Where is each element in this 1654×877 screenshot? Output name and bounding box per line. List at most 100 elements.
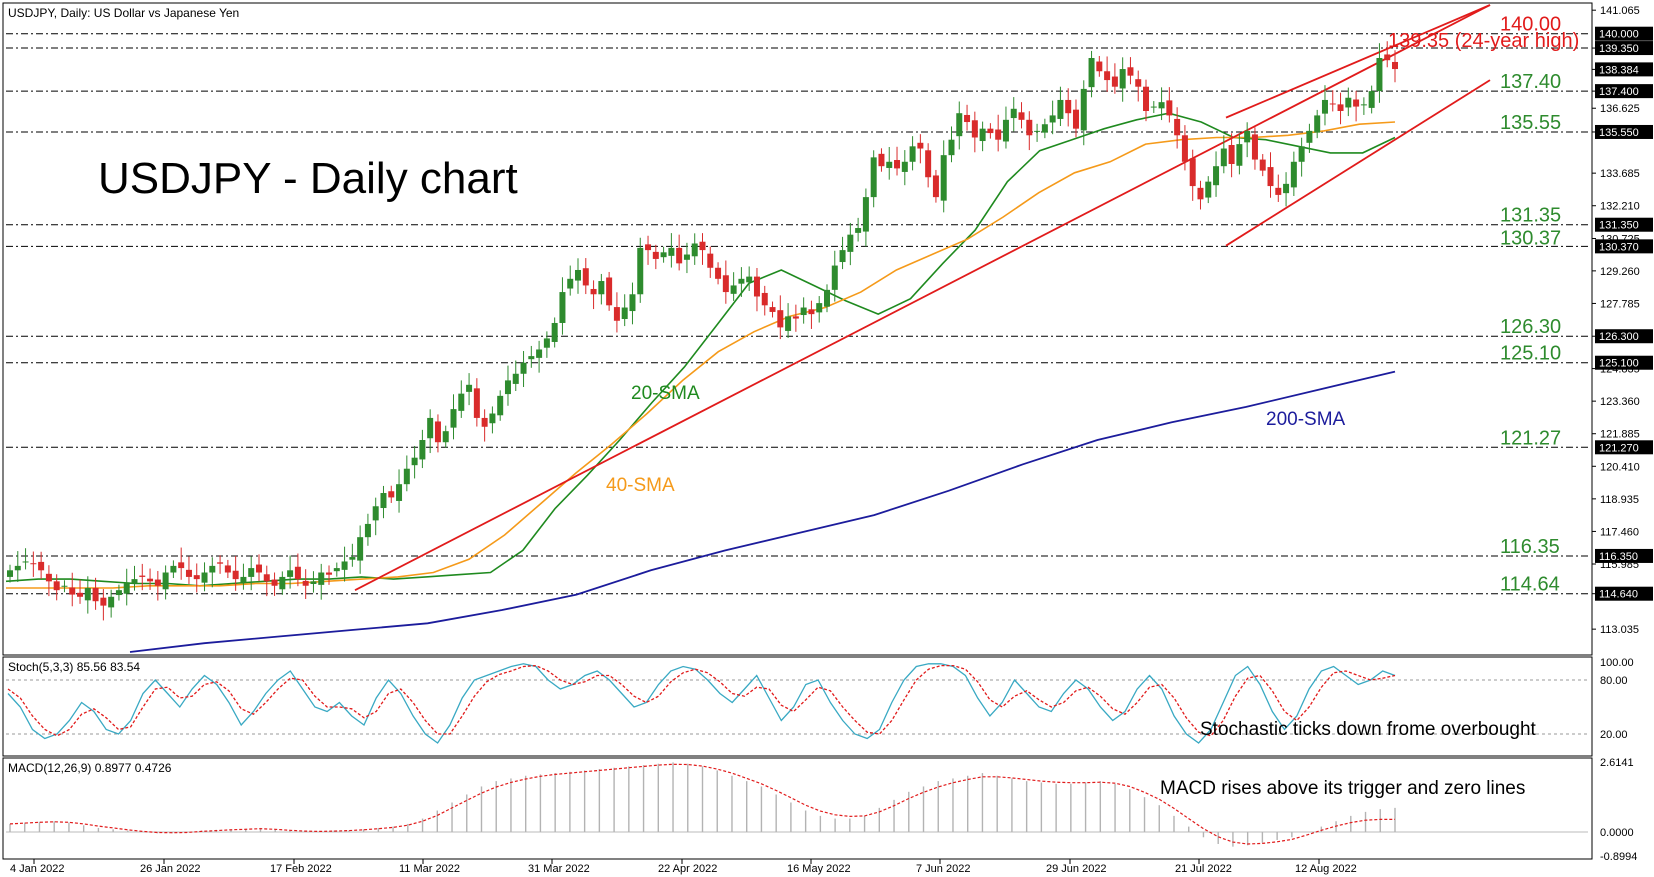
candle-body: [1104, 71, 1111, 81]
price-tick-label: 120.410: [1600, 461, 1640, 473]
candle-body: [1228, 144, 1235, 164]
level-axis-label: 139.350: [1599, 43, 1639, 55]
candle-body: [185, 569, 192, 577]
candle-body: [170, 565, 177, 573]
stoch-panel-frame: [2, 656, 1593, 757]
candle-body: [108, 596, 115, 608]
candle-body: [715, 267, 722, 279]
candle-body: [1034, 130, 1041, 132]
price-tick-label: 136.625: [1600, 103, 1640, 115]
candle-body: [232, 570, 239, 580]
candle-body: [637, 247, 644, 295]
candle-body: [100, 597, 107, 606]
price-tick-label: 129.260: [1600, 266, 1640, 278]
candle-body: [147, 578, 154, 582]
candle-body: [1353, 99, 1360, 107]
sma20-line: [5, 112, 1396, 587]
moving-averages: [5, 112, 1396, 653]
candle-body: [1150, 106, 1157, 108]
candle-body: [1360, 104, 1367, 106]
main-panel-frame: [2, 2, 1593, 656]
big-chart-title: USDJPY - Daily chart: [98, 154, 518, 203]
level-axis-label: 140.000: [1599, 29, 1639, 41]
candle-body: [302, 580, 309, 586]
stoch-tick-label: 100.00: [1600, 657, 1634, 669]
level-label: 139.35 (24-year high): [1388, 30, 1579, 52]
candle-body: [894, 160, 901, 169]
candle-body: [442, 431, 449, 443]
level-axis-box: [1595, 239, 1653, 254]
candle-body: [909, 146, 916, 162]
candle-body: [769, 307, 776, 312]
candle-body: [84, 587, 91, 601]
date-tick-label: 16 May 2022: [787, 863, 851, 875]
current-price-box: [1595, 62, 1653, 77]
level-axis-box: [1595, 124, 1653, 139]
level-axis-box: [1595, 329, 1653, 344]
candle-body: [1244, 130, 1251, 143]
candle-body: [466, 384, 473, 392]
candle-body: [1337, 104, 1344, 111]
candle-body: [294, 566, 301, 580]
price-tick-label: 117.460: [1600, 526, 1639, 538]
candle-body: [1135, 79, 1142, 87]
trendline: [354, 4, 1491, 591]
candle-body: [1251, 134, 1258, 160]
candle-body: [326, 572, 333, 575]
candle-body: [855, 228, 862, 233]
candle-body: [318, 572, 325, 585]
candle-body: [419, 440, 426, 460]
candle-body: [372, 506, 379, 521]
macd-annotation: MACD rises above its trigger and zero li…: [1160, 778, 1525, 799]
level-label: 125.10: [1500, 343, 1561, 365]
candle-body: [1049, 115, 1056, 123]
candle-body: [364, 523, 371, 538]
date-tick-label: 11 Mar 2022: [399, 863, 460, 875]
stochastic-panel: 100.00 80.00 20.00: [6, 657, 1634, 744]
trendline: [1225, 79, 1491, 247]
sma40-label: 40-SMA: [606, 475, 675, 496]
candle-body: [1119, 69, 1126, 89]
candle-body: [497, 395, 504, 416]
candle-body: [1259, 159, 1266, 171]
candle-body: [932, 175, 939, 198]
candle-body: [1283, 183, 1290, 194]
candle-body: [1088, 57, 1095, 88]
candle-body: [800, 307, 807, 316]
price-axis: 141.065 139.350 138.384 137.400 136.625 135.5…: [1592, 5, 1653, 636]
candle-body: [1329, 103, 1336, 105]
candle-body: [901, 161, 908, 172]
level-axis-label: 116.350: [1599, 551, 1638, 563]
candle-body: [660, 252, 667, 258]
level-axis-label: 114.640: [1599, 589, 1638, 601]
level-axis-box: [1595, 41, 1653, 56]
level-axis-label: 131.350: [1599, 220, 1639, 232]
candle-body: [551, 322, 558, 342]
date-tick-label: 21 Jul 2022: [1175, 863, 1232, 875]
candle-body: [1065, 99, 1072, 114]
candle-body: [217, 562, 224, 564]
candle-body: [403, 468, 410, 485]
candle-body: [1368, 91, 1375, 108]
candle-body: [115, 590, 122, 596]
level-label: 140.00: [1500, 14, 1561, 36]
candle-body: [380, 493, 387, 509]
candle-body: [1384, 54, 1391, 61]
candle-body: [1298, 146, 1305, 162]
candle-body: [481, 417, 488, 427]
candle-body: [940, 155, 947, 201]
candle-body: [201, 572, 208, 583]
candle-body: [870, 157, 877, 198]
candle-body: [730, 285, 737, 294]
candle-body: [396, 484, 403, 501]
candle-body: [77, 592, 84, 597]
candle-body: [567, 278, 574, 289]
candles: [7, 41, 1398, 621]
candle-body: [559, 292, 566, 323]
level-axis-box: [1595, 440, 1653, 455]
candle-body: [652, 251, 659, 259]
chart-header-title: USDJPY, Daily: US Dollar vs Japanese Yen: [8, 6, 239, 20]
candle-body: [1314, 115, 1321, 133]
candle-body: [1111, 76, 1118, 87]
macd-panel-frame: [2, 757, 1593, 860]
